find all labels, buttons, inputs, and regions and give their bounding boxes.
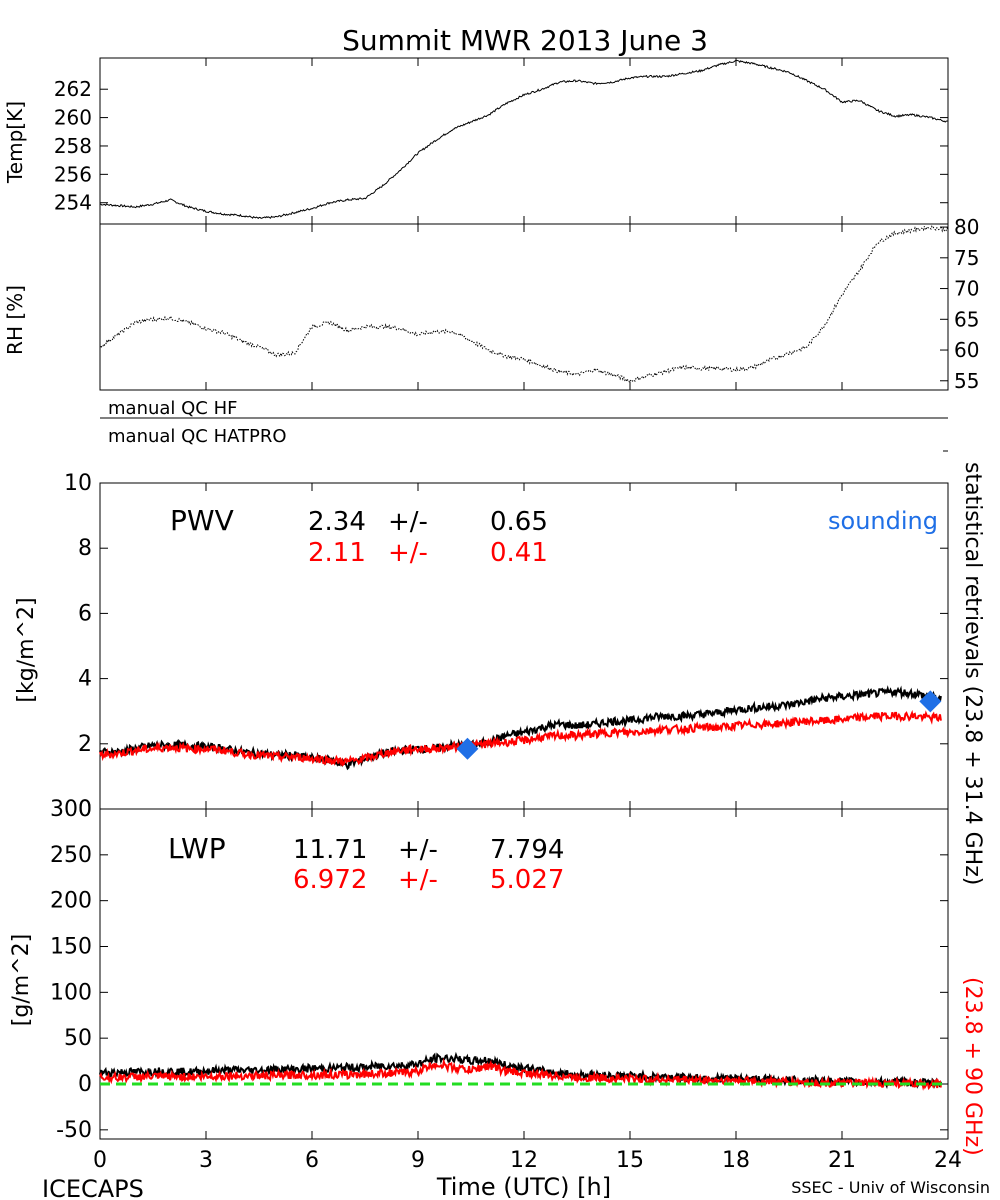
y-tick-label: 50 [64,1026,92,1051]
y-tick-label: 80 [954,215,979,239]
chart-title: Summit MWR 2013 June 3 [342,24,708,57]
temperature-frame [99,57,949,225]
lwp-stat-red-value: 6.972 [293,865,367,895]
y-tick-label: 4 [78,667,92,692]
lwp-stat-black-err: 7.794 [490,835,564,865]
lwp-series-0-line [99,1051,942,1090]
x-tick-label: 18 [722,1148,750,1173]
pwv-series-1-line [99,709,942,767]
lwp-series-1-line [99,1057,942,1091]
y-tick-label: 65 [954,307,979,331]
rh-series-0-line [99,225,949,384]
side-label-black: statistical retrievals (23.8 + 31.4 GHz) [960,462,985,885]
qc-row-hf: manual QC HF [108,398,237,419]
qc-rows: manual QC HF manual QC HATPRO [100,398,948,452]
x-tick-label: 15 [616,1148,644,1173]
qc-row-hatpro: manual QC HATPRO [108,426,287,447]
y-tick-label: 0 [78,1072,92,1097]
lwp-panel: [g/m^2] LWP 11.71 +/- 7.794 6.972 +/- 5.… [9,797,962,1200]
pwv-series-0-line [99,685,942,771]
sounding-marker [919,690,942,713]
pwv-ylabel: [kg/m^2] [14,597,39,702]
pwv-stat-black-value: 2.34 [308,507,366,537]
y-tick-label: 6 [78,601,92,626]
pwv-stat-red-err: 0.41 [490,538,548,568]
lwp-panel-label: LWP [168,832,226,865]
pwv-stat-red-value: 2.11 [308,538,366,568]
y-tick-label: 258 [54,134,92,158]
x-tick-label: 24 [934,1148,962,1173]
rh-ylabel: RH [%] [3,285,27,355]
y-tick-label: 250 [50,843,92,868]
lwp-stat-red-pm: +/- [398,865,438,895]
lwp-ylabel: [g/m^2] [9,934,34,1026]
y-tick-label: 75 [954,246,979,270]
y-tick-label: 8 [78,536,92,561]
y-tick-label: 300 [50,797,92,822]
y-tick-label: -50 [56,1118,92,1143]
x-tick-label: 3 [199,1148,213,1173]
y-tick-label: 0 [78,797,92,822]
y-tick-label: 60 [954,338,979,362]
y-tick-label: 10 [64,471,92,496]
y-tick-label: 254 [54,191,92,215]
y-tick-label: 70 [954,277,979,301]
y-tick-label: 150 [50,935,92,960]
y-tick-label: 200 [50,889,92,914]
side-label-red: (23.8 + 90 GHz) [960,977,985,1156]
footer-right: SSEC - Univ of Wisconsin [791,1178,990,1197]
x-tick-label: 0 [93,1148,107,1173]
rh-frame [99,223,949,391]
temperature-panel: Temp[K] 254 256 258 260 262 [3,57,949,225]
x-tick-label: 6 [305,1148,319,1173]
y-tick-label: 55 [954,369,979,393]
lwp-stat-black-pm: +/- [398,835,438,865]
pwv-stat-red-pm: +/- [388,538,428,568]
pwv-panel-label: PWV [170,504,234,537]
pwv-stat-black-err: 0.65 [490,507,548,537]
y-tick-label: 262 [54,77,92,101]
side-labels: statistical retrievals (23.8 + 31.4 GHz)… [960,462,985,1156]
pwv-panel: [kg/m^2] PWV 2.34 +/- 0.65 2.11 +/- 0.41… [14,471,949,822]
y-tick-label: 100 [50,980,92,1005]
y-tick-label: 260 [54,106,92,130]
sounding-marker [456,737,479,760]
x-tick-label: 9 [411,1148,425,1173]
temperature-ylabel: Temp[K] [3,101,27,184]
x-tick-label: 21 [828,1148,856,1173]
footer-left: ICECAPS [42,1175,144,1200]
lwp-stat-red-err: 5.027 [490,865,564,895]
temp-series-0-line [99,59,948,219]
y-tick-label: 2 [78,732,92,757]
pwv-stat-black-pm: +/- [388,507,428,537]
sounding-legend: sounding [828,507,938,535]
lwp-stat-black-value: 11.71 [293,835,367,865]
rh-panel: RH [%] 55 60 65 70 75 80 [3,215,979,393]
x-tick-label: 12 [510,1148,538,1173]
x-axis-label: Time (UTC) [h] [436,1173,611,1200]
y-tick-label: 256 [54,162,92,186]
